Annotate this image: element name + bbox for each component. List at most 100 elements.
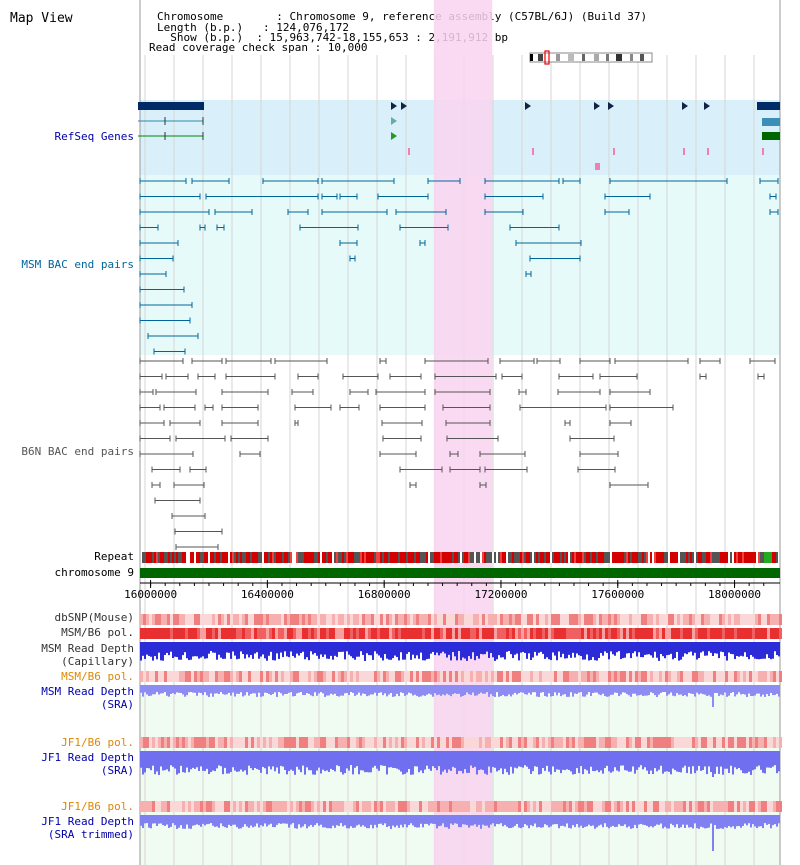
read-depth-bar: [744, 751, 746, 774]
polymorphism-cell: [248, 614, 251, 625]
repeat-element: [678, 552, 680, 563]
msm-b6-pol-sra-label: MSM/B6 pol.: [61, 670, 134, 683]
read-depth-bar: [384, 685, 386, 694]
read-depth-bar: [754, 685, 756, 696]
read-depth-bar: [536, 685, 538, 697]
read-depth-bar: [156, 642, 158, 660]
read-depth-bar: [450, 642, 452, 661]
read-depth-bar: [478, 642, 480, 659]
polymorphism-cell: [443, 628, 446, 639]
polymorphism-cell: [752, 801, 755, 812]
polymorphism-cell: [773, 671, 776, 682]
repeat-element: [506, 552, 508, 563]
read-depth-bar: [176, 815, 178, 829]
read-depth-bar: [162, 685, 164, 694]
repeat-element: [690, 552, 692, 563]
repeat-element: [540, 552, 542, 563]
polymorphism-cell: [512, 671, 515, 682]
read-depth-bar: [288, 685, 290, 693]
polymorphism-cell: [233, 614, 236, 625]
polymorphism-cell: [737, 737, 740, 748]
polymorphism-cell: [533, 737, 536, 748]
read-depth-bar: [776, 642, 778, 656]
polymorphism-cell: [515, 614, 518, 625]
polymorphism-cell: [386, 614, 389, 625]
polymorphism-cell: [428, 801, 431, 812]
polymorphism-cell: [389, 737, 392, 748]
polymorphism-cell: [224, 614, 227, 625]
polymorphism-cell: [587, 671, 590, 682]
page-title: Map View: [10, 11, 73, 26]
read-depth-bar: [772, 815, 774, 826]
read-depth-bar: [212, 751, 214, 771]
repeat-element: [682, 552, 684, 563]
read-depth-bar: [314, 815, 316, 825]
polymorphism-cell: [707, 671, 710, 682]
read-depth-bar: [484, 642, 486, 655]
read-depth-bar: [188, 642, 190, 661]
polymorphism-cell: [503, 614, 506, 625]
polymorphism-cell: [260, 737, 263, 748]
read-depth-bar: [596, 642, 598, 661]
read-depth-bar: [714, 751, 716, 774]
polymorphism-cell: [416, 671, 419, 682]
read-depth-bar: [692, 815, 694, 829]
read-depth-bar: [312, 815, 314, 827]
read-depth-bar: [592, 642, 594, 658]
polymorphism-cell: [164, 628, 167, 639]
read-depth-bar: [412, 642, 414, 655]
polymorphism-cell: [485, 671, 488, 682]
read-depth-bar: [750, 751, 752, 775]
repeat-element: [574, 552, 576, 563]
read-depth-bar: [650, 751, 652, 771]
b6n-bac-track[interactable]: [139, 358, 776, 550]
polymorphism-cell: [683, 628, 686, 639]
polymorphism-cell: [191, 628, 194, 639]
polymorphism-cell: [713, 614, 716, 625]
polymorphism-cell: [497, 628, 500, 639]
read-depth-bar: [306, 642, 308, 658]
read-depth-bar: [432, 685, 434, 697]
polymorphism-cell: [266, 737, 269, 748]
polymorphism-cell: [140, 628, 143, 639]
polymorphism-cell: [764, 628, 767, 639]
polymorphism-cell: [536, 614, 539, 625]
read-depth-bar: [280, 751, 282, 766]
polymorphism-cell: [185, 801, 188, 812]
read-depth-bar: [258, 751, 260, 770]
polymorphism-cell: [731, 614, 734, 625]
read-depth-bar: [660, 815, 662, 824]
read-depth-bar: [270, 685, 272, 696]
msm-b6-pol-label: MSM/B6 pol.: [61, 626, 134, 639]
polymorphism-cell: [197, 801, 200, 812]
read-depth-bar: [202, 642, 204, 657]
read-depth-bar: [596, 815, 598, 828]
repeat-element: [380, 552, 382, 563]
read-depth-bar: [280, 685, 282, 694]
polymorphism-cell: [224, 737, 227, 748]
polymorphism-cell: [479, 614, 482, 625]
read-depth-bar: [530, 642, 532, 660]
polymorphism-cell: [476, 614, 479, 625]
msm-bac-track[interactable]: [139, 178, 779, 355]
polymorphism-cell: [293, 614, 296, 625]
refseq-track[interactable]: [138, 102, 780, 170]
polymorphism-cell: [344, 671, 347, 682]
read-depth-bar: [438, 685, 440, 695]
read-depth-bar: [162, 815, 164, 826]
read-depth-bar: [372, 751, 374, 768]
chromosome-ideogram[interactable]: [529, 50, 653, 65]
polymorphism-cell: [197, 671, 200, 682]
read-depth-bar: [766, 751, 768, 768]
read-depth-bar: [378, 685, 380, 693]
polymorphism-cell: [512, 628, 515, 639]
read-depth-bar: [614, 751, 616, 768]
polymorphism-cell: [485, 628, 488, 639]
polymorphism-cell: [206, 614, 209, 625]
read-depth-bar: [176, 685, 178, 693]
jf1-depth-trimmed-label: JF1 Read Depth: [41, 815, 134, 828]
read-depth-bar: [282, 642, 284, 658]
polymorphism-cell: [614, 628, 617, 639]
read-depth-bar: [360, 685, 362, 696]
